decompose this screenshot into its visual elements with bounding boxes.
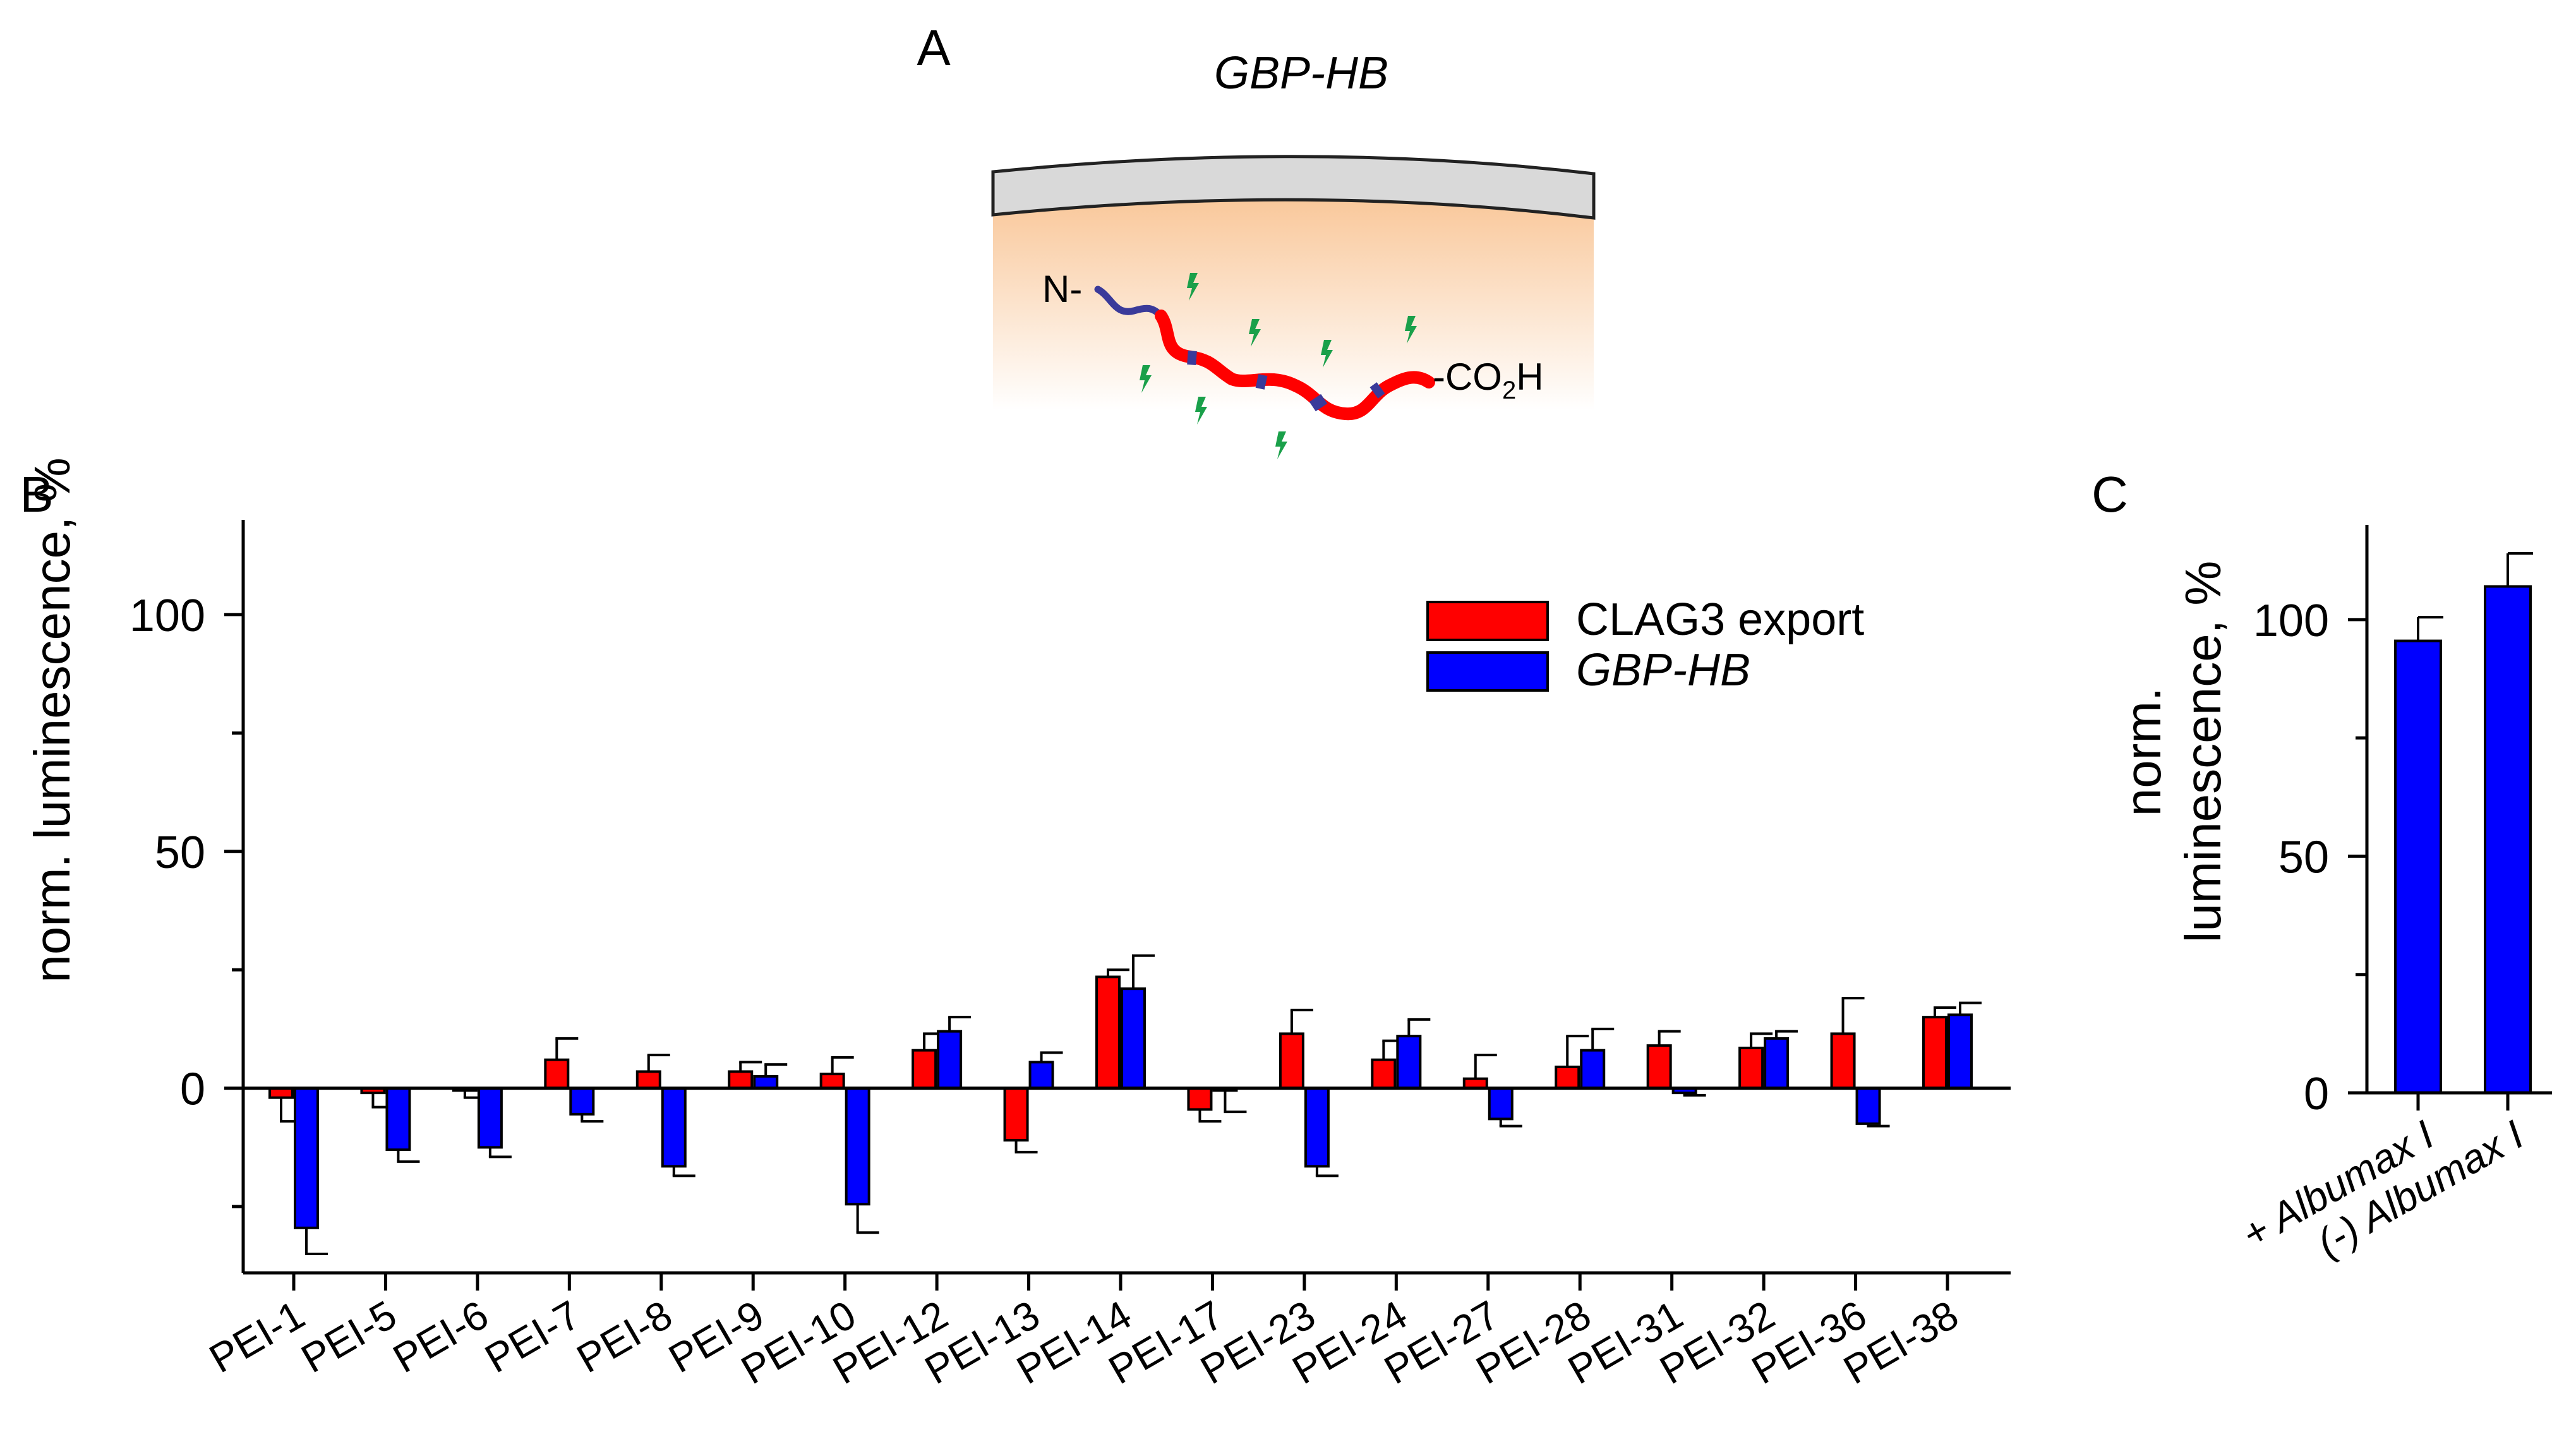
bar-clag3-PEI-23: [1279, 1032, 1304, 1090]
bar-gbp-PEI-5: [385, 1087, 411, 1152]
legend-swatch: [1426, 601, 1549, 641]
y-tick-label: 100: [129, 591, 205, 641]
y-tick-label: 0: [180, 1064, 205, 1115]
bar-gbp-PEI-10: [845, 1087, 870, 1206]
x-tick-label: PEI-8: [569, 1292, 680, 1382]
bar-gbp-PEI-23: [1304, 1087, 1330, 1168]
protein-chain-n-terminal: [1094, 286, 1165, 320]
chain-segment-blue: [1369, 382, 1385, 399]
x-tick-label: PEI-6: [385, 1292, 496, 1382]
bar-gbp-PEI-27: [1488, 1087, 1514, 1121]
chain-segment-blue: [1255, 374, 1268, 390]
panel-b-label: B: [20, 466, 53, 522]
panel-c-y-axis-label-line-2: luminescence, %: [2175, 561, 2231, 943]
chain-segment-blue: [1309, 394, 1328, 412]
bar-clag3-PEI-36: [1830, 1032, 1856, 1090]
panel-a-title: GBP-HB: [1214, 48, 1388, 99]
bar-gbp-PEI-1: [294, 1087, 319, 1229]
bar-gbp-PEI-14: [1121, 987, 1146, 1090]
bar-clag3-PEI-12: [912, 1049, 937, 1090]
c-terminus-label: -CO2H: [1433, 356, 1544, 404]
panel-c-label: C: [2091, 466, 2128, 522]
x-tick-label: PEI-7: [478, 1292, 588, 1382]
bar-gbp-PEI-28: [1580, 1049, 1606, 1090]
bar-gbp-PEI-8: [661, 1087, 687, 1168]
bar-gbp-PEI-13: [1028, 1061, 1054, 1090]
legend-label: CLAG3 export: [1576, 594, 1864, 645]
bar-clag3-PEI-32: [1738, 1046, 1764, 1090]
bar-gbp-PEI-7: [569, 1087, 595, 1116]
bar-clag3-PEI-7: [544, 1058, 570, 1090]
bar-gbp-PEI-12: [937, 1030, 963, 1090]
bar-without-albumax: [2484, 585, 2532, 1094]
bar-gbp-PEI-24: [1396, 1035, 1422, 1090]
n-terminus-label: N-: [1042, 268, 1082, 310]
legend-swatch: [1426, 651, 1549, 692]
panel-a-label: A: [917, 20, 951, 76]
x-tick-label: PEI-5: [294, 1292, 404, 1382]
bar-clag3-PEI-31: [1646, 1044, 1672, 1090]
y-tick-label: 100: [2253, 596, 2329, 646]
bar-clag3-PEI-24: [1371, 1058, 1397, 1090]
y-tick-label: 50: [155, 828, 205, 878]
bar-gbp-PEI-38: [1947, 1013, 1973, 1090]
bar-gbp-PEI-36: [1855, 1087, 1881, 1125]
bar-clag3-PEI-14: [1095, 975, 1121, 1090]
bar-gbp-PEI-6: [477, 1087, 503, 1149]
bar-clag3-PEI-8: [635, 1070, 661, 1090]
bar-clag3-PEI-13: [1003, 1087, 1029, 1142]
y-tick-label: 50: [2278, 832, 2329, 882]
parasite-cytosol: [993, 200, 1594, 411]
membrane: [991, 155, 1596, 220]
bar-clag3-PEI-38: [1922, 1016, 1947, 1090]
y-tick-label: 0: [2304, 1069, 2329, 1119]
bar-gbp-PEI-9: [753, 1075, 779, 1090]
bar-clag3-PEI-10: [819, 1073, 845, 1090]
x-tick-label: PEI-1: [202, 1292, 312, 1382]
panel-b-y-axis-label: norm. luminescence, %: [24, 457, 80, 982]
bar-gbp-PEI-32: [1764, 1037, 1790, 1090]
lightning-bolt-icon: [1275, 431, 1287, 459]
bar-clag3-PEI-17: [1187, 1087, 1213, 1111]
panel-a-schematic: A GBP-HB N- -CO2H: [917, 20, 1596, 459]
bar-clag3-PEI-9: [728, 1070, 754, 1090]
bar-with-albumax: [2394, 639, 2442, 1094]
legend-label: GBP-HB: [1576, 645, 1750, 695]
bar-clag3-PEI-28: [1555, 1065, 1580, 1090]
panel-c-y-axis-label-line-1: norm.: [2115, 687, 2171, 817]
